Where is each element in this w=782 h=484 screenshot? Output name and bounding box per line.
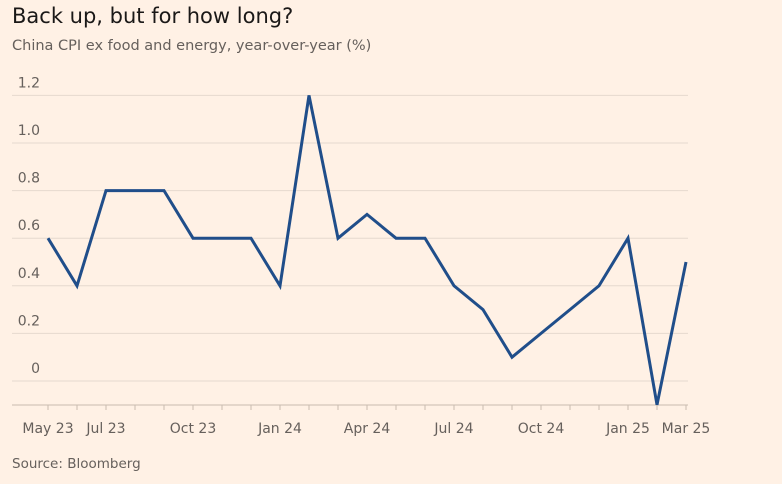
y-tick-label: 0 — [31, 361, 40, 377]
x-tick-label: Oct 23 — [170, 421, 216, 437]
x-tick-label: Jul 24 — [433, 421, 473, 437]
x-tick-label: Jan 25 — [605, 421, 650, 437]
chart-subtitle: China CPI ex food and energy, year-over-… — [12, 38, 372, 54]
x-tick-label: Jan 24 — [257, 421, 302, 437]
x-tick-label: Apr 24 — [344, 421, 391, 437]
series-line — [46, 95, 688, 406]
chart-title: Back up, but for how long? — [12, 4, 294, 28]
x-tick-label: Mar 25 — [662, 421, 711, 437]
x-tick-label: Jul 23 — [85, 421, 125, 437]
y-tick-label: 1.2 — [18, 75, 40, 91]
y-tick-label: 0.6 — [18, 218, 40, 234]
x-tick-label: May 23 — [22, 421, 73, 437]
x-tick-label: Oct 24 — [518, 421, 565, 437]
y-tick-label: 1.0 — [18, 123, 40, 139]
y-tick-label: 0.2 — [18, 313, 40, 329]
source-note: Source: Bloomberg — [12, 456, 141, 472]
y-tick-label: 0.8 — [18, 171, 40, 187]
y-tick-label: 0.4 — [18, 266, 40, 282]
